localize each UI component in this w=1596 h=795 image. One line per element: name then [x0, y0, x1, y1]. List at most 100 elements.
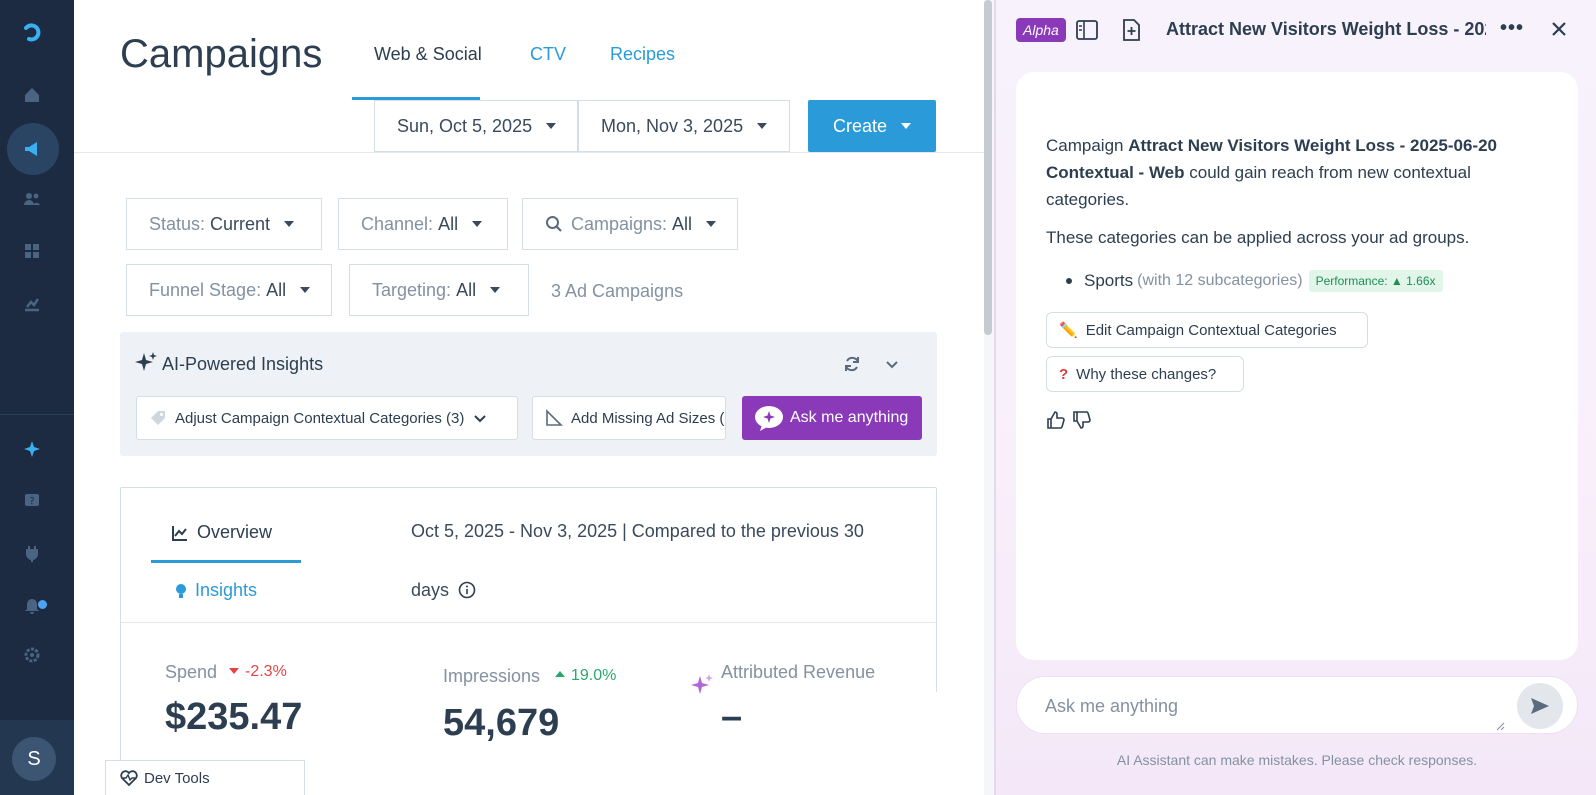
- tab-ctv[interactable]: CTV: [530, 44, 566, 64]
- status-filter-label: Status:: [149, 213, 206, 234]
- help-icon[interactable]: ?: [17, 486, 47, 516]
- create-button[interactable]: Create: [808, 100, 936, 152]
- bell-icon[interactable]: [17, 590, 47, 620]
- create-label: Create: [832, 115, 888, 136]
- funnel-stage-filter[interactable]: Funnel Stage: All: [126, 264, 332, 316]
- pencil-icon: ✏️: [1059, 322, 1078, 339]
- message-campaign-name: Attract New Visitors Weight Loss - 2025-…: [1046, 136, 1497, 182]
- overlay-blank: [886, 692, 984, 795]
- insight-chip-ad-sizes[interactable]: Add Missing Ad Sizes (: [532, 396, 726, 440]
- chevron-down-icon: [546, 123, 557, 129]
- gear-icon[interactable]: [17, 640, 47, 670]
- chat-bubble-icon: [755, 406, 783, 431]
- spend-label: Spend: [165, 662, 218, 682]
- channel-filter[interactable]: Channel: All: [338, 198, 508, 250]
- edit-contextual-categories-button[interactable]: ✏️ Edit Campaign Contextual Categories: [1046, 312, 1368, 348]
- ask-button-label: Ask me anything: [790, 409, 909, 426]
- spend-delta-value: -2.3%: [245, 663, 287, 680]
- left-nav: ? S: [0, 0, 74, 795]
- thumbs-up-icon[interactable]: [1046, 410, 1066, 430]
- arrow-down-icon: [229, 668, 239, 674]
- arrow-up-icon: [555, 671, 565, 677]
- thumbs-down-icon[interactable]: [1072, 410, 1092, 430]
- overview-card: Overview Insights Oct 5, 2025 - Nov 3, 2…: [120, 487, 937, 795]
- question-mark-icon: ?: [1059, 365, 1069, 383]
- search-icon: [546, 216, 562, 232]
- impressions-delta: 19.0%: [555, 667, 616, 685]
- assistant-message-input[interactable]: [1045, 691, 1495, 721]
- chevron-down-icon[interactable]: [882, 354, 902, 374]
- message-suffix: could gain reach from new contextual cat…: [1046, 163, 1471, 209]
- assistant-message: Campaign Attract New Visitors Weight Los…: [1046, 132, 1526, 213]
- edit-button-label: Edit Campaign Contextual Categories: [1085, 321, 1337, 339]
- home-icon[interactable]: [17, 80, 47, 110]
- page-title: Campaigns: [120, 32, 323, 76]
- ai-assistant-panel: Alpha Attract New Visitors Weight Loss -…: [994, 0, 1596, 795]
- chevron-down-icon: [757, 123, 768, 129]
- campaigns-filter[interactable]: Campaigns: All: [522, 198, 738, 250]
- grid-icon[interactable]: [17, 236, 47, 266]
- resize-handle-icon[interactable]: [1495, 721, 1505, 731]
- tab-insights[interactable]: Insights: [173, 580, 257, 601]
- header-divider: [74, 152, 984, 153]
- channel-filter-value: All: [438, 213, 459, 234]
- scrollbar-track[interactable]: [984, 0, 994, 795]
- funnel-filter-label: Funnel Stage:: [149, 279, 262, 300]
- chevron-down-icon: [472, 221, 483, 227]
- tab-web-social[interactable]: Web & Social: [374, 44, 482, 64]
- channel-filter-label: Channel:: [361, 213, 434, 234]
- new-document-icon[interactable]: [1118, 17, 1144, 43]
- plug-icon[interactable]: [17, 538, 47, 568]
- dev-tools-button[interactable]: Dev Tools: [105, 760, 305, 795]
- status-filter[interactable]: Status: Current: [126, 198, 322, 250]
- send-button[interactable]: [1517, 683, 1563, 729]
- chart-icon[interactable]: [17, 288, 47, 318]
- sparkle-icon[interactable]: [689, 672, 715, 698]
- start-date-label: Sun, Oct 5, 2025: [397, 115, 533, 136]
- info-icon[interactable]: [458, 581, 476, 599]
- insight-chip-contextual[interactable]: Adjust Campaign Contextual Categories (3…: [136, 396, 518, 440]
- ai-insights-title: AI-Powered Insights: [162, 354, 324, 374]
- ai-disclaimer: AI Assistant can make mistakes. Please c…: [1116, 752, 1478, 768]
- tab-insights-label: Insights: [195, 580, 258, 600]
- chevron-down-icon: [284, 221, 295, 227]
- revenue-value: –: [721, 696, 743, 738]
- megaphone-icon[interactable]: [17, 134, 47, 164]
- why-changes-button[interactable]: ? Why these changes?: [1046, 356, 1244, 392]
- overview-tab-underline: [151, 560, 301, 563]
- assistant-message-card: Campaign Attract New Visitors Weight Los…: [1016, 72, 1578, 660]
- lightbulb-icon: [176, 583, 186, 598]
- bullet-icon: [1066, 278, 1072, 284]
- tab-overview-label: Overview: [197, 522, 273, 542]
- start-date-picker[interactable]: Sun, Oct 5, 2025: [374, 100, 578, 152]
- heart-pulse-icon: [120, 770, 138, 787]
- ruler-icon: [546, 409, 563, 426]
- notification-dot: [38, 600, 47, 609]
- avatar[interactable]: S: [12, 737, 56, 781]
- ask-me-anything-button[interactable]: Ask me anything: [742, 396, 922, 440]
- nav-separator: [0, 414, 74, 415]
- targeting-filter[interactable]: Targeting: All: [349, 264, 529, 316]
- category-name: Sports: [1084, 271, 1134, 290]
- tab-recipes[interactable]: Recipes: [610, 44, 676, 64]
- conversation-title: Attract New Visitors Weight Loss - 202: [1166, 19, 1486, 39]
- impressions-delta-value: 19.0%: [571, 667, 617, 684]
- users-icon[interactable]: [17, 184, 47, 214]
- refresh-icon[interactable]: [842, 354, 862, 374]
- close-icon[interactable]: [1546, 16, 1572, 42]
- sparkle-icon[interactable]: [17, 434, 47, 464]
- sidebar-toggle-icon[interactable]: [1074, 17, 1100, 43]
- date-range-summary: Oct 5, 2025 - Nov 3, 2025 | Compared to …: [411, 502, 891, 620]
- tab-overview[interactable]: Overview: [171, 522, 272, 543]
- logo-icon[interactable]: [20, 20, 46, 46]
- scrollbar-thumb[interactable]: [984, 0, 992, 335]
- end-date-picker[interactable]: Mon, Nov 3, 2025: [578, 100, 790, 152]
- chevron-down-icon: [706, 221, 717, 227]
- category-subcount: (with 12 subcategories): [1137, 272, 1303, 289]
- assistant-message-2: These categories can be applied across y…: [1046, 228, 1470, 247]
- chevron-down-icon: [901, 123, 912, 129]
- category-list-item: Sports (with 12 subcategories) Performan…: [1066, 270, 1443, 292]
- funnel-filter-value: All: [266, 279, 287, 300]
- more-options-icon[interactable]: •••: [1500, 17, 1525, 39]
- ai-insights-panel: AI-Powered Insights Adjust Campaign Cont…: [120, 332, 937, 456]
